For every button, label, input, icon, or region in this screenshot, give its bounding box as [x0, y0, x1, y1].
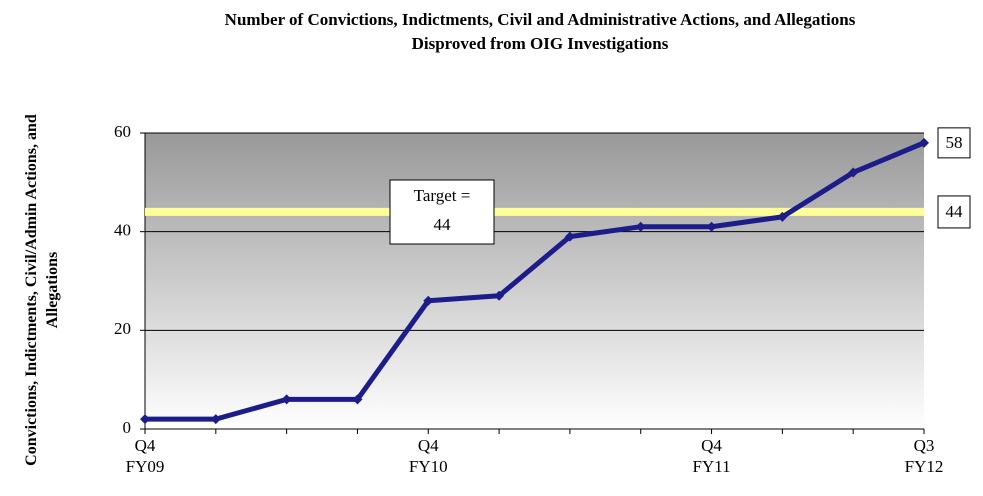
data-point — [140, 414, 150, 425]
data-point — [423, 295, 434, 306]
data-point — [635, 221, 646, 232]
x-tick-label: Q4 FY11 — [692, 436, 730, 476]
value-label: 58 — [946, 133, 963, 152]
x-tick-label: Q4 FY10 — [409, 436, 448, 476]
data-point — [706, 221, 717, 232]
x-tick-label: Q3 FY12 — [905, 436, 944, 476]
data-line — [145, 140, 925, 422]
y-tick-label: 20 — [114, 319, 131, 338]
data-point — [919, 137, 929, 148]
data-point — [352, 394, 363, 405]
target-label-box — [937, 195, 971, 229]
y-axis-label: Convictions, Indictments, Civil/Admin Ac… — [23, 114, 61, 466]
target-annotation-box — [389, 179, 495, 245]
data-point — [848, 167, 859, 178]
target-annotation: Target = 44 — [414, 186, 471, 234]
data-point — [564, 231, 575, 242]
data-point — [281, 394, 292, 405]
plot-area — [145, 133, 924, 429]
y-tick-label: 60 — [114, 122, 131, 141]
y-tick-label: 40 — [114, 221, 131, 240]
data-point — [210, 414, 221, 425]
data-point — [777, 211, 788, 222]
value-label-box — [937, 127, 971, 159]
x-tick-label: Q4 FY09 — [126, 436, 165, 476]
data-point — [494, 290, 505, 301]
chart-title: Number of Convictions, Indictments, Civi… — [224, 10, 856, 53]
target-label: 44 — [946, 202, 964, 221]
y-tick-label: 0 — [123, 418, 132, 437]
